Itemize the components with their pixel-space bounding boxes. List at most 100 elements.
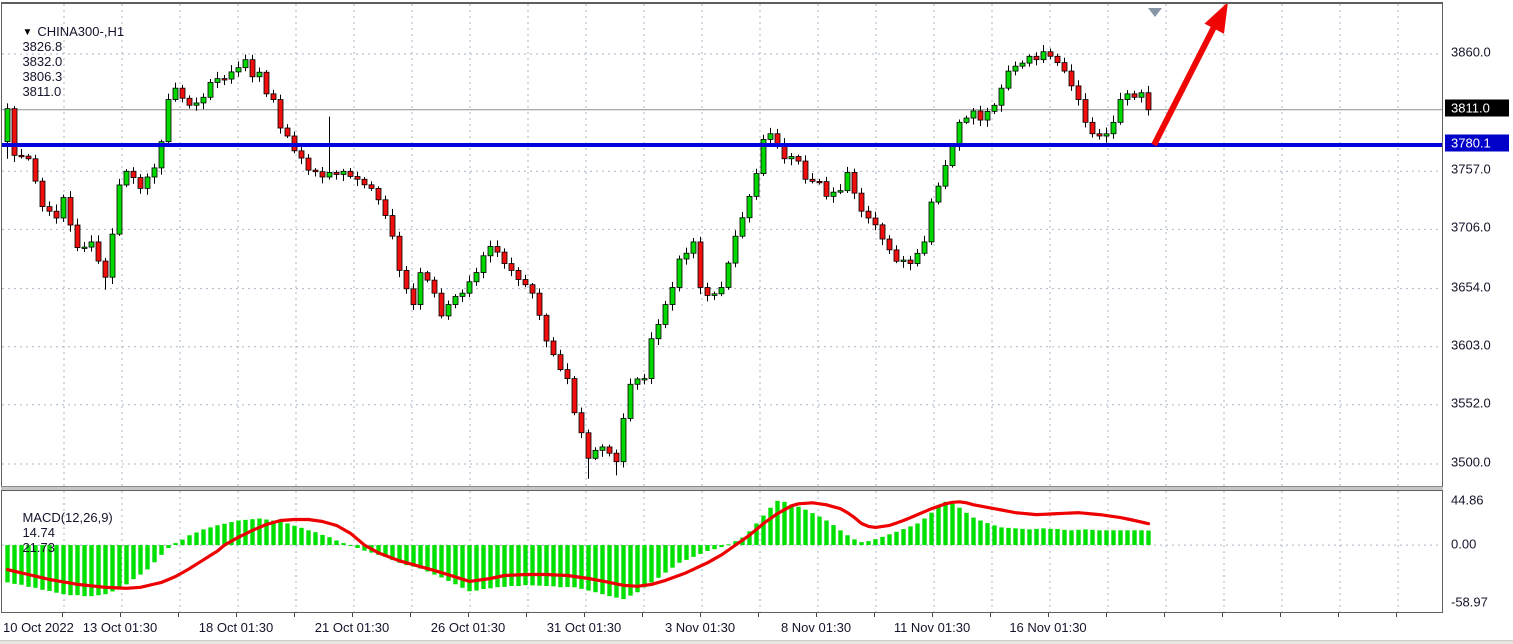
macd-bar — [943, 501, 948, 546]
macd-bar — [768, 507, 773, 546]
time-axis-label: 16 Nov 01:30 — [1009, 620, 1087, 635]
trend-arrow-shaft — [1151, 23, 1218, 147]
candle-body — [172, 87, 179, 100]
candle-body — [130, 170, 137, 178]
macd-bar — [1069, 530, 1074, 546]
macd-bar — [810, 513, 815, 546]
candle-body — [4, 108, 11, 143]
macd-bar — [19, 545, 24, 585]
candle-body — [452, 296, 459, 305]
candle-body — [1103, 133, 1110, 137]
candle-body — [921, 241, 928, 254]
candle-body — [179, 87, 186, 99]
candle-body — [1110, 121, 1117, 135]
candle-body — [732, 235, 739, 264]
macd-indicator-panel[interactable] — [1, 490, 1443, 613]
macd-bar — [558, 545, 563, 588]
macd-bar — [579, 545, 584, 589]
trend-arrow[interactable] — [1151, 4, 1228, 147]
candle-body — [1124, 93, 1131, 100]
price-axis-label: 3654.0 — [1451, 279, 1491, 295]
macd-bar — [593, 545, 598, 593]
candle-body — [312, 169, 319, 173]
candle-body — [655, 324, 662, 340]
candle-body — [620, 418, 627, 463]
candle-body — [970, 110, 977, 119]
candle-body — [263, 71, 270, 95]
candle-body — [445, 304, 452, 317]
time-axis-tick — [1106, 613, 1107, 617]
candle-body — [270, 93, 277, 100]
candle-body — [67, 197, 74, 226]
candle-body — [844, 172, 851, 192]
macd-bar — [635, 545, 640, 593]
candle-body — [1145, 92, 1152, 111]
macd-bar — [817, 516, 822, 546]
macd-bar — [726, 544, 731, 546]
macd-bar — [264, 519, 269, 546]
candle-body — [473, 272, 480, 283]
hline-price-badge[interactable]: 3780.1 — [1445, 134, 1509, 152]
macd-bar — [313, 532, 318, 546]
candle-body — [95, 241, 102, 262]
macd-bar — [320, 534, 325, 546]
candle-body — [739, 217, 746, 237]
candle-body — [536, 292, 543, 316]
candle-body — [550, 340, 557, 356]
candle-body — [886, 238, 893, 251]
macd-bar — [1048, 528, 1053, 546]
panel-separator[interactable] — [1, 486, 1443, 490]
candle-body — [116, 184, 123, 235]
candle-body — [795, 156, 802, 162]
candle-body — [480, 255, 487, 273]
candles[interactable] — [4, 44, 1152, 479]
macd-bar — [957, 507, 962, 546]
macd-bar — [1111, 530, 1116, 546]
candle-body — [571, 378, 578, 414]
candle-body — [207, 82, 214, 98]
macd-bar — [1090, 529, 1095, 546]
candle-body — [1047, 51, 1054, 57]
candle-body — [508, 263, 515, 271]
macd-bar — [432, 545, 437, 575]
macd-bar — [761, 515, 766, 546]
macd-bar — [446, 545, 451, 581]
macd-bar — [481, 545, 486, 589]
macd-bar — [208, 527, 213, 546]
price-chart-panel[interactable] — [1, 2, 1443, 487]
macd-bar — [712, 545, 717, 550]
macd-bar — [68, 545, 73, 596]
candle-body — [942, 165, 949, 187]
macd-bar — [271, 520, 276, 546]
macd-bar — [292, 525, 297, 546]
ohlc-low: 3806.3 — [22, 69, 63, 84]
macd-bar — [614, 545, 619, 598]
macd-bar — [1013, 528, 1018, 546]
time-axis-label: 18 Oct 01:30 — [198, 620, 274, 635]
time-axis-tick — [526, 613, 527, 617]
macd-bar — [453, 545, 458, 585]
macd-bar — [838, 530, 843, 546]
candle-body — [753, 173, 760, 197]
symbol-caret-icon[interactable]: ▼ — [22, 27, 33, 38]
macd-bar — [1034, 528, 1039, 546]
time-axis-tick — [1338, 613, 1339, 617]
candle-body — [396, 235, 403, 271]
price-axis-label: 3706.0 — [1451, 219, 1491, 235]
ohlc-high: 3832.0 — [22, 54, 63, 69]
candle-body — [1012, 65, 1019, 72]
macd-histogram — [5, 500, 1151, 600]
macd-bar — [152, 545, 157, 563]
symbol-timeframe-label: CHINA300-,H1 — [37, 24, 125, 39]
macd-bar — [180, 539, 185, 546]
time-axis-tick — [468, 613, 469, 617]
candle-body — [487, 246, 494, 257]
candle-body — [984, 110, 991, 121]
candle-body — [137, 177, 144, 189]
price-axis-label: 3603.0 — [1451, 337, 1491, 353]
candle-body — [151, 167, 158, 178]
macd-bar — [894, 531, 899, 546]
macd-bar — [733, 541, 738, 546]
candle-body — [347, 170, 354, 177]
candle-body — [46, 206, 53, 212]
